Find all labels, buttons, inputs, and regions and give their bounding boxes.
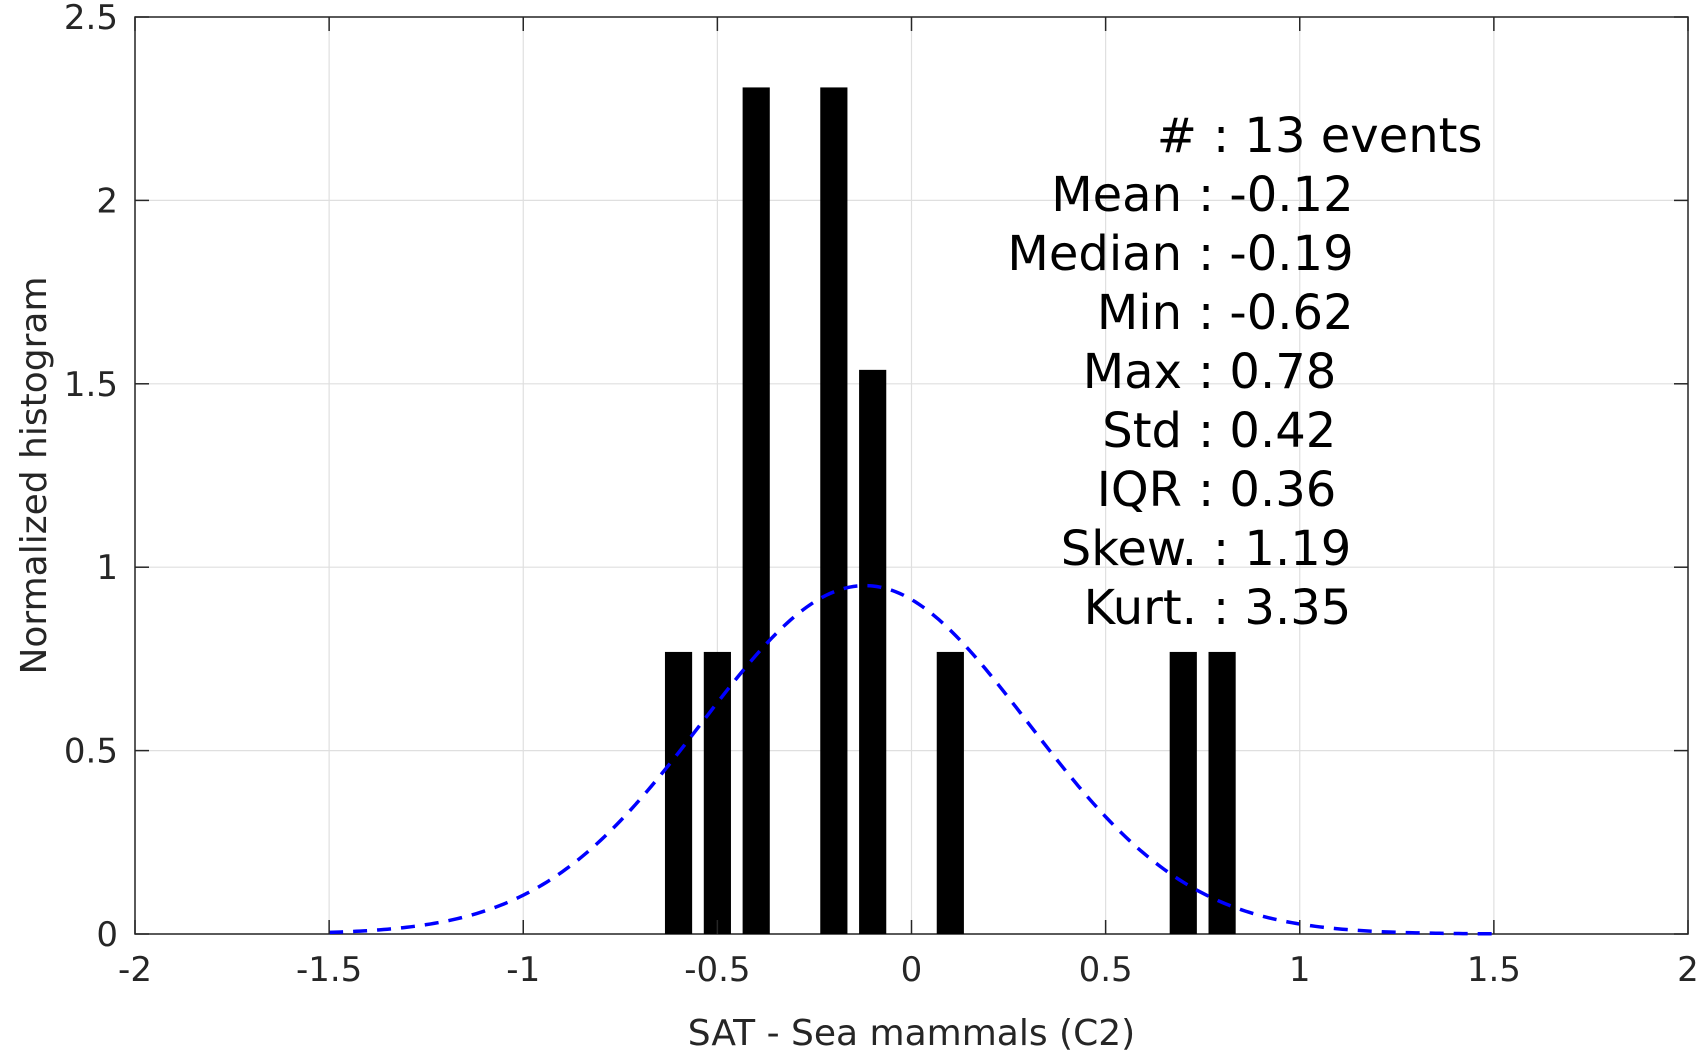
x-tick-label: 1 bbox=[1289, 950, 1311, 990]
histogram-bar bbox=[820, 87, 848, 934]
stat-label: Mean bbox=[1051, 167, 1182, 223]
ticks bbox=[134, 16, 1689, 935]
stat-value: : -0.19 bbox=[1198, 226, 1354, 282]
stat-label: Kurt. bbox=[1084, 580, 1197, 636]
stat-value: : 0.78 bbox=[1198, 344, 1336, 400]
stat-label: Median bbox=[1007, 226, 1182, 282]
y-tick-label: 1.5 bbox=[64, 365, 118, 405]
y-tick-label: 0 bbox=[96, 915, 118, 955]
y-tick-label: 0.5 bbox=[64, 732, 118, 772]
x-tick-label: 0 bbox=[901, 950, 923, 990]
stat-value: : -0.62 bbox=[1198, 285, 1354, 341]
histogram-bar bbox=[1208, 651, 1236, 934]
histogram-bar bbox=[936, 651, 964, 934]
stat-label: Min bbox=[1097, 285, 1182, 341]
y-tick-label: 2.5 bbox=[64, 0, 118, 38]
x-tick-label: -2 bbox=[118, 950, 152, 990]
x-tick-label: 2 bbox=[1677, 950, 1699, 990]
stat-value: : 0.36 bbox=[1198, 462, 1336, 518]
y-tick-labels: 0 0.5 1 1.5 2 2.5 bbox=[64, 0, 118, 955]
statistics-box: # : 13 events Mean : -0.12 Median : -0.19 Min:… bbox=[1007, 108, 1482, 636]
x-tick-label: -0.5 bbox=[684, 950, 750, 990]
stat-label: Std bbox=[1102, 403, 1182, 459]
y-tick-label: 1 bbox=[96, 548, 118, 588]
y-tick-label: 2 bbox=[96, 181, 118, 221]
x-tick-label: 1.5 bbox=[1467, 950, 1521, 990]
stat-value: : 3.35 bbox=[1213, 580, 1351, 636]
histogram-bar bbox=[703, 651, 731, 934]
x-tick-label: -1 bbox=[506, 950, 540, 990]
stat-value: : 13 events bbox=[1213, 108, 1482, 164]
x-tick-label: -1.5 bbox=[296, 950, 362, 990]
y-axis-label: Normalized histogram bbox=[14, 276, 55, 674]
stat-label: # bbox=[1157, 108, 1197, 164]
x-tick-labels: -2 -1.5 -1 -0.5 0 0.5 1 1.5 2 bbox=[118, 950, 1699, 990]
stat-value: : 0.42 bbox=[1198, 403, 1336, 459]
stat-label: IQR bbox=[1097, 462, 1182, 518]
stat-value: : 1.19 bbox=[1213, 521, 1351, 577]
histogram-bar bbox=[664, 651, 693, 934]
x-axis-label: SAT - Sea mammals (C2) bbox=[688, 1013, 1135, 1053]
histogram-bar bbox=[1169, 651, 1197, 934]
stat-value: : -0.12 bbox=[1198, 167, 1354, 223]
x-tick-label: 0.5 bbox=[1079, 950, 1133, 990]
histogram-bar bbox=[859, 369, 887, 935]
bars bbox=[664, 87, 1236, 935]
stat-label: Skew. bbox=[1061, 521, 1197, 577]
histogram-bar bbox=[742, 87, 770, 934]
stat-label: Max bbox=[1083, 344, 1182, 400]
